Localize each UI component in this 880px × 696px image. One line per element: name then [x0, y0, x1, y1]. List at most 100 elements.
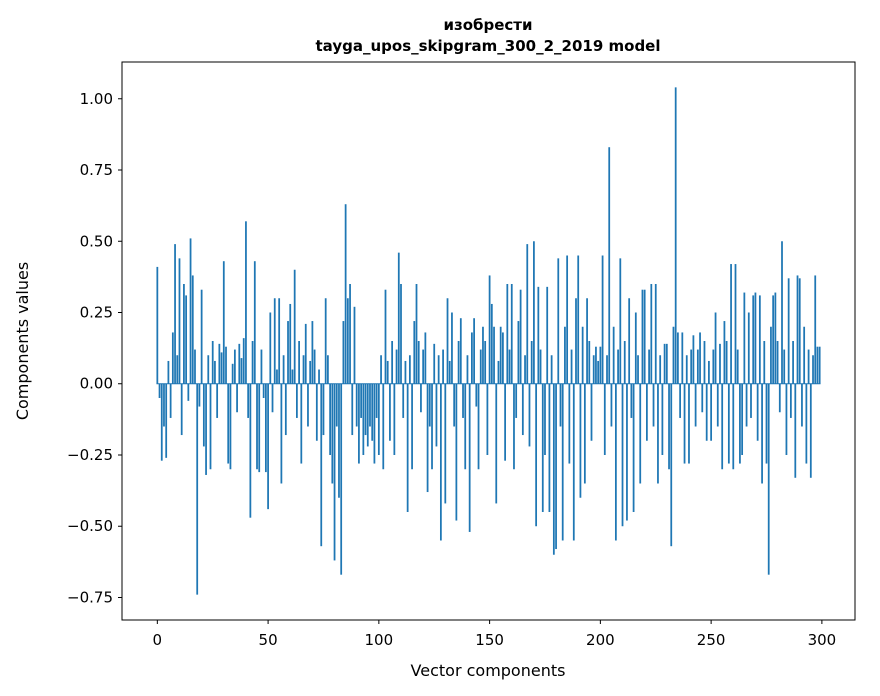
x-tick-label: 200: [586, 631, 615, 649]
bar: [174, 244, 176, 384]
bar: [202, 383, 205, 447]
bar: [626, 383, 628, 521]
bar: [267, 383, 269, 510]
bar: [533, 241, 535, 384]
bar: [564, 326, 566, 384]
bar: [488, 275, 491, 384]
bar: [787, 278, 790, 384]
bar: [346, 298, 349, 384]
bar: [351, 383, 354, 436]
bar: [171, 332, 174, 384]
bar: [796, 275, 799, 384]
bar: [623, 341, 626, 384]
bar: [242, 338, 245, 384]
bar: [754, 292, 757, 384]
bar: [637, 355, 639, 384]
bar: [395, 349, 398, 384]
bar: [606, 355, 608, 384]
bar: [176, 355, 179, 384]
bar: [258, 383, 261, 473]
bar: [610, 383, 613, 427]
bar: [424, 332, 427, 384]
bar: [519, 289, 522, 384]
bar: [665, 343, 668, 384]
bar: [592, 355, 595, 384]
bar: [455, 383, 458, 521]
bar: [349, 284, 351, 384]
bar: [583, 383, 586, 484]
bar: [335, 383, 338, 427]
bar: [278, 298, 281, 384]
bar: [256, 383, 258, 470]
bar: [814, 275, 817, 384]
bar: [714, 312, 717, 384]
bar: [231, 363, 234, 384]
y-tick-label: 0.25: [80, 304, 113, 322]
bar: [220, 352, 223, 384]
bar: [650, 284, 653, 384]
bar: [734, 264, 737, 384]
x-tick-label: 300: [808, 631, 837, 649]
bar: [180, 383, 183, 436]
bar: [646, 383, 648, 441]
bar: [524, 355, 526, 384]
bar: [384, 289, 387, 384]
bar: [207, 355, 210, 384]
bar: [561, 383, 564, 541]
bar: [313, 349, 316, 384]
bar: [685, 355, 688, 384]
bar: [276, 369, 278, 384]
bar: [515, 383, 518, 418]
bar: [643, 289, 646, 384]
bar: [809, 383, 812, 478]
bar: [389, 383, 391, 441]
bar: [537, 286, 540, 384]
bar: [380, 355, 382, 384]
bar: [309, 360, 312, 384]
bar: [194, 349, 196, 384]
bar: [781, 241, 783, 384]
bar: [322, 383, 325, 436]
bar: [333, 383, 336, 561]
y-tick-label: 0.00: [80, 375, 113, 393]
bar: [570, 349, 573, 384]
bar: [672, 326, 675, 384]
bar: [238, 343, 241, 384]
bar: [165, 383, 168, 458]
bar: [730, 264, 732, 384]
bar: [360, 383, 363, 418]
bar: [535, 383, 538, 527]
bar: [539, 349, 542, 384]
bar: [694, 383, 697, 427]
bar: [284, 383, 287, 436]
x-tick-label: 250: [697, 631, 726, 649]
bar: [756, 383, 759, 441]
bar: [683, 383, 686, 464]
bar: [291, 369, 294, 384]
bar: [386, 360, 389, 384]
bar: [508, 349, 511, 384]
bar: [439, 383, 442, 541]
bar: [282, 355, 285, 384]
bar: [318, 369, 320, 384]
bar: [156, 266, 159, 384]
bar: [353, 306, 356, 384]
bar: [444, 383, 447, 504]
bar: [552, 383, 555, 555]
bar: [619, 258, 622, 384]
bar: [719, 343, 721, 384]
bar: [568, 383, 571, 464]
bar: [792, 341, 794, 384]
bar: [807, 349, 810, 384]
bar: [575, 298, 577, 384]
bar: [251, 341, 254, 384]
bar: [544, 383, 546, 455]
bar: [280, 383, 283, 484]
bar: [342, 321, 345, 384]
bar: [692, 335, 695, 384]
bar: [178, 258, 181, 384]
bar: [504, 383, 506, 461]
bar: [654, 284, 657, 384]
